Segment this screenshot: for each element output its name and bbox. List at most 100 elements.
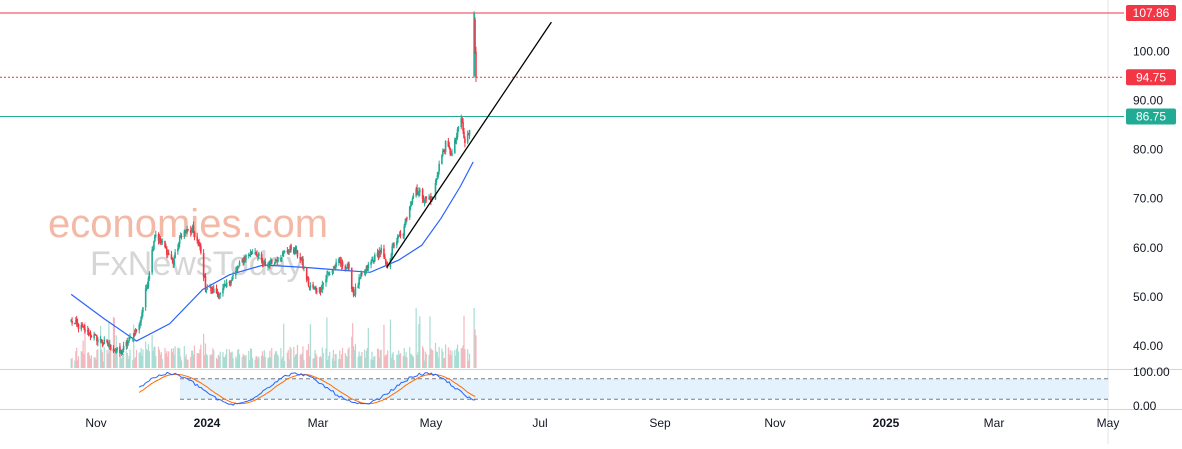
candle-body [390, 254, 393, 260]
volume-bar [296, 344, 299, 368]
volume-bar [82, 340, 84, 368]
candle-body [320, 289, 323, 293]
volume-bar [203, 333, 205, 368]
volume-bar [225, 354, 227, 368]
stochastic-tick-label: 100.00 [1133, 365, 1170, 379]
candle-body [280, 258, 282, 262]
candle-body [200, 246, 202, 253]
candle-body [422, 198, 425, 202]
candle-body [383, 248, 385, 258]
volume-bar [410, 353, 412, 368]
volume-bar [166, 350, 168, 368]
candle-body [456, 128, 459, 138]
candle-body [122, 345, 125, 351]
volume-bar [199, 349, 201, 368]
volume-bar [422, 346, 424, 368]
candle-body [199, 243, 201, 248]
candle-body [147, 277, 150, 288]
volume-bar [133, 324, 135, 368]
volume-bar [204, 343, 207, 368]
stochastic-band [180, 378, 1108, 400]
volume-bar [428, 354, 430, 368]
volume-bar [256, 356, 258, 368]
candle-body [415, 188, 417, 196]
candle-body [216, 292, 219, 294]
volume-bar [192, 350, 194, 368]
volume-bar [280, 348, 282, 368]
volume-bar [455, 355, 457, 368]
volume-bar [373, 356, 375, 368]
volume-bar [216, 359, 219, 368]
volume-bar [347, 349, 349, 368]
volume-bar [391, 353, 393, 368]
candle-body [178, 236, 181, 244]
candle-body [318, 287, 321, 293]
volume-bar [461, 347, 463, 368]
candle-body [398, 235, 401, 237]
candle-body [158, 237, 161, 242]
candle-body [345, 267, 348, 270]
stochastic-k-line [138, 371, 476, 406]
volume-bar [326, 317, 328, 368]
candle-body [273, 264, 276, 266]
candle-body [225, 282, 228, 287]
volume-bar [380, 349, 382, 368]
candle-body [243, 257, 245, 264]
volume-bar [224, 357, 226, 368]
candle-body [307, 277, 310, 286]
candle-body [132, 337, 134, 339]
volume-bar [378, 357, 380, 368]
candle-body [205, 289, 208, 291]
candle-body [180, 236, 183, 238]
candle-body [145, 287, 148, 289]
candle-body [152, 249, 154, 252]
volume-bar [301, 353, 303, 368]
candle-body [107, 342, 109, 346]
candle-body [93, 334, 95, 339]
volume-bar [340, 359, 342, 368]
candle-body [294, 248, 297, 254]
volume-bar [442, 351, 444, 368]
volume-bar [193, 345, 196, 368]
volume-bar [187, 359, 189, 368]
candle-body [210, 287, 212, 292]
volume-bar [306, 350, 308, 368]
candle-body [235, 270, 237, 276]
candle-body [212, 287, 214, 293]
candle-body [94, 333, 96, 335]
candle-body [167, 253, 170, 255]
candle-body [115, 350, 118, 352]
volume-bar [174, 346, 176, 368]
volume-bar [384, 356, 386, 368]
volume-bar [474, 329, 476, 368]
volume-bar [184, 357, 186, 368]
volume-bar [134, 358, 136, 368]
volume-bar [107, 353, 109, 368]
volume-bar [258, 356, 260, 368]
volume-bar [367, 328, 369, 368]
candle-body [331, 270, 334, 273]
candle-body [186, 229, 188, 233]
time-tick-label: Mar [308, 416, 329, 430]
candle-body [108, 346, 110, 348]
volume-bar [447, 347, 449, 368]
candle-body [171, 258, 174, 260]
volume-bar [372, 359, 374, 368]
candle-body [114, 350, 117, 352]
candle-body [319, 287, 322, 292]
candle-body [191, 226, 194, 229]
volume-bar [418, 323, 420, 368]
volume-bar [110, 346, 112, 368]
volume-bar [222, 351, 224, 368]
candle-body [475, 51, 477, 78]
candle-body [261, 260, 264, 264]
candle-body [299, 256, 302, 260]
volume-bar [146, 349, 148, 368]
candle-body [84, 329, 86, 332]
candle-body [416, 187, 418, 194]
volume-bar [463, 315, 465, 368]
candle-body [373, 254, 376, 262]
volume-bar [364, 349, 366, 368]
candle-body [436, 175, 439, 178]
volume-bar [238, 354, 241, 368]
